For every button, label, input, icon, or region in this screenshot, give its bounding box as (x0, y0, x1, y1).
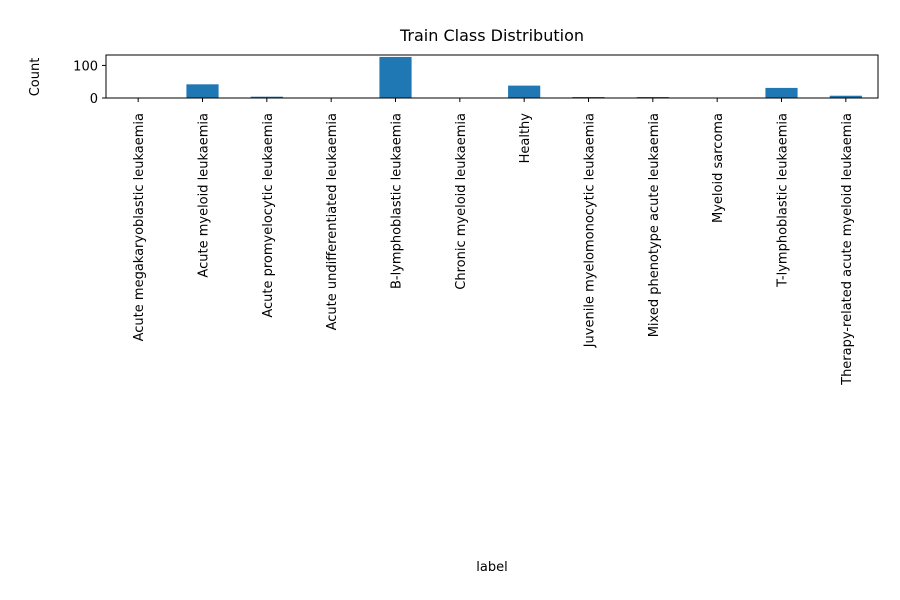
bar (765, 87, 798, 98)
x-tick-label: Therapy-related acute myeloid leukaemia (840, 113, 855, 386)
x-tick-label: B-lymphoblastic leukaemia (390, 113, 405, 289)
bar (379, 56, 412, 98)
bar (186, 84, 219, 98)
bars-group (122, 56, 862, 98)
plot-frame (105, 54, 879, 99)
y-tick-label: 0 (90, 92, 98, 107)
y-axis: 0 100 (73, 59, 106, 107)
x-axis-label: label (476, 560, 507, 575)
x-tick-label: Acute megakaryoblastic leukaemia (132, 113, 147, 341)
x-tick-label: Chronic myeloid leukaemia (454, 113, 469, 290)
x-tick-label: Acute promyelocytic leukaemia (261, 113, 276, 318)
y-axis-label: Count (28, 58, 43, 97)
y-tick-label: 100 (73, 59, 98, 74)
x-tick-label: Myeloid sarcoma (711, 113, 726, 223)
bar (829, 95, 862, 98)
bar (250, 96, 283, 98)
x-tick-label: Acute myeloid leukaemia (197, 113, 212, 278)
x-axis: Acute megakaryoblastic leukaemia Acute my… (132, 98, 855, 386)
x-tick-label: T-lymphoblastic leukaemia (776, 113, 791, 288)
bar (508, 85, 541, 98)
x-tick-label: Healthy (518, 113, 533, 164)
chart-title: Train Class Distribution (399, 26, 584, 45)
x-tick-label: Acute undifferentiated leukaemia (325, 113, 340, 330)
x-tick-label: Mixed phenotype acute leukaemia (647, 113, 662, 337)
x-tick-label: Juvenile myelomonocytic leukaemia (583, 113, 598, 348)
